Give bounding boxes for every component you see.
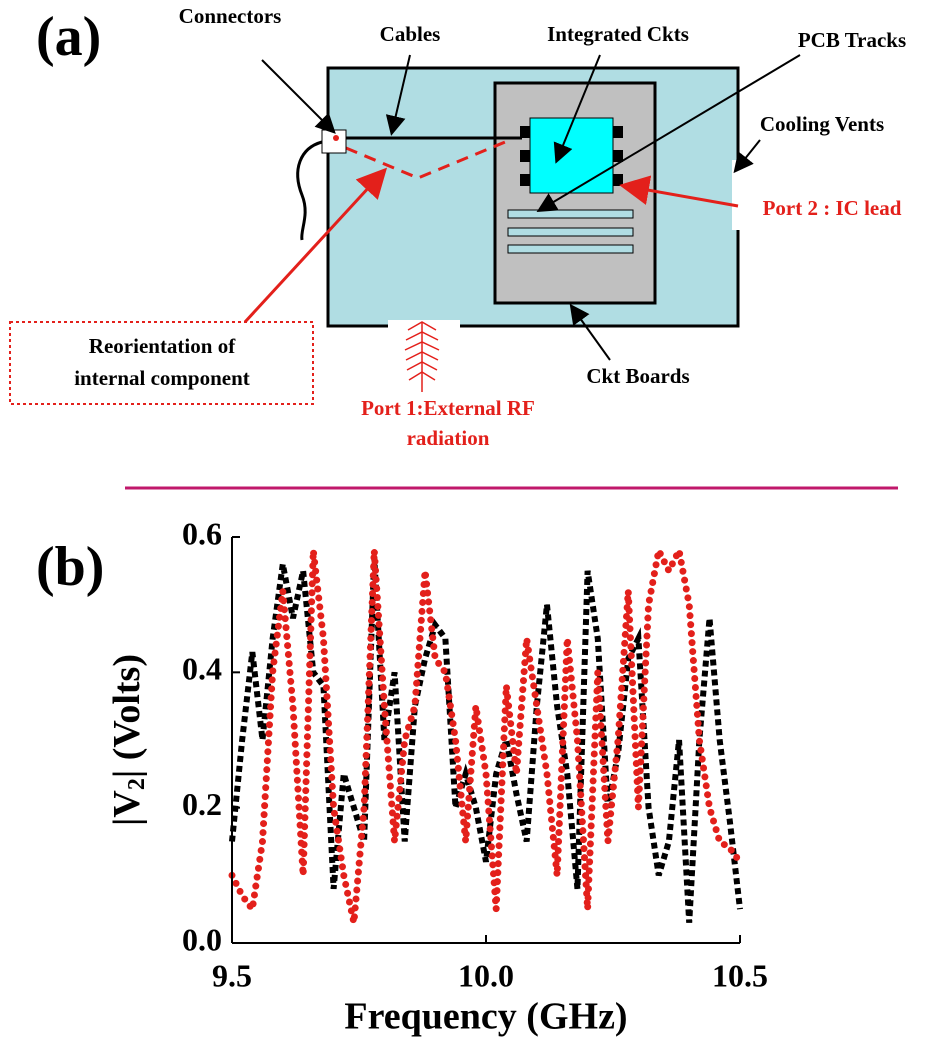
connector-pin bbox=[333, 135, 339, 141]
reorient-box bbox=[9, 321, 314, 405]
ic-leads bbox=[520, 126, 623, 186]
label: Port 2 : IC lead bbox=[763, 196, 902, 220]
y-tick-label: 0.6 bbox=[182, 515, 222, 551]
vent-gap bbox=[732, 160, 742, 230]
pcb-tracks bbox=[507, 209, 634, 254]
ic-chip bbox=[529, 117, 614, 194]
x-tick-label: 10.5 bbox=[712, 957, 768, 993]
label: internal component bbox=[74, 366, 250, 390]
y-title-subscript: 2 bbox=[124, 778, 150, 790]
panel-label: (a) bbox=[36, 6, 101, 68]
chart: (b) Frequency (GHz) |V2| (Volts) 0.0 0.2 0… bbox=[36, 515, 768, 1037]
series-line bbox=[228, 539, 744, 924]
y-axis-title: |V2| (Volts) bbox=[106, 654, 150, 826]
label: Ckt Boards bbox=[586, 364, 689, 388]
label: Cooling Vents bbox=[760, 112, 884, 136]
y-title-rest: | (Volts) bbox=[106, 654, 148, 778]
arrows bbox=[261, 54, 801, 361]
reoriented-cable bbox=[345, 138, 511, 180]
y-title-main: |V bbox=[106, 790, 148, 826]
connector bbox=[321, 129, 347, 154]
diagram: (a) Connectors Cables Integrated Ckts PC… bbox=[9, 4, 906, 450]
external-cable bbox=[296, 140, 323, 241]
y-tick-label: 0.0 bbox=[182, 921, 222, 957]
x-tick-label: 9.5 bbox=[212, 957, 252, 993]
label: PCB Tracks bbox=[798, 28, 906, 52]
label: Reorientation of bbox=[89, 334, 236, 358]
panel-label: (b) bbox=[36, 536, 104, 598]
y-tick-label: 0.2 bbox=[182, 786, 222, 822]
x-tick-label: 10.0 bbox=[458, 957, 514, 993]
rf-radiation bbox=[404, 321, 440, 392]
label: Cables bbox=[380, 22, 441, 46]
label: Connectors bbox=[179, 4, 282, 28]
x-axis-title: Frequency (GHz) bbox=[344, 996, 627, 1038]
red-arrows bbox=[243, 167, 739, 324]
port-gap bbox=[388, 320, 460, 330]
label: Integrated Ckts bbox=[547, 22, 689, 46]
label: Port 1:External RF bbox=[361, 396, 535, 420]
series-line bbox=[229, 557, 743, 923]
label: radiation bbox=[407, 426, 490, 450]
y-tick-label: 0.4 bbox=[182, 651, 222, 687]
